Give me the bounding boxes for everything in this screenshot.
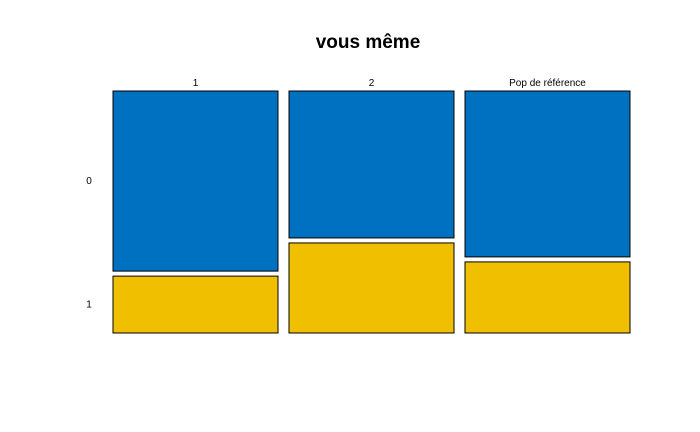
row-labels: 01: [86, 176, 92, 311]
mosaic-tiles: [112, 90, 631, 334]
mosaic-tile-1-1: [112, 275, 279, 334]
mosaic-tile-2-1: [288, 242, 455, 334]
mosaic-tile-3-1: [464, 261, 631, 334]
column-label: 2: [369, 78, 375, 89]
column-label: 1: [193, 78, 199, 89]
row-label: 0: [86, 176, 92, 187]
column-labels: 1 2 Pop de référence: [193, 78, 587, 89]
row-label: 1: [86, 300, 92, 311]
column-label: Pop de référence: [509, 78, 586, 89]
mosaic-tile-2-0: [288, 90, 455, 239]
chart-title: vous même: [316, 32, 421, 53]
mosaic-tile-1-0: [112, 90, 279, 272]
mosaic-tile-3-0: [464, 90, 631, 258]
